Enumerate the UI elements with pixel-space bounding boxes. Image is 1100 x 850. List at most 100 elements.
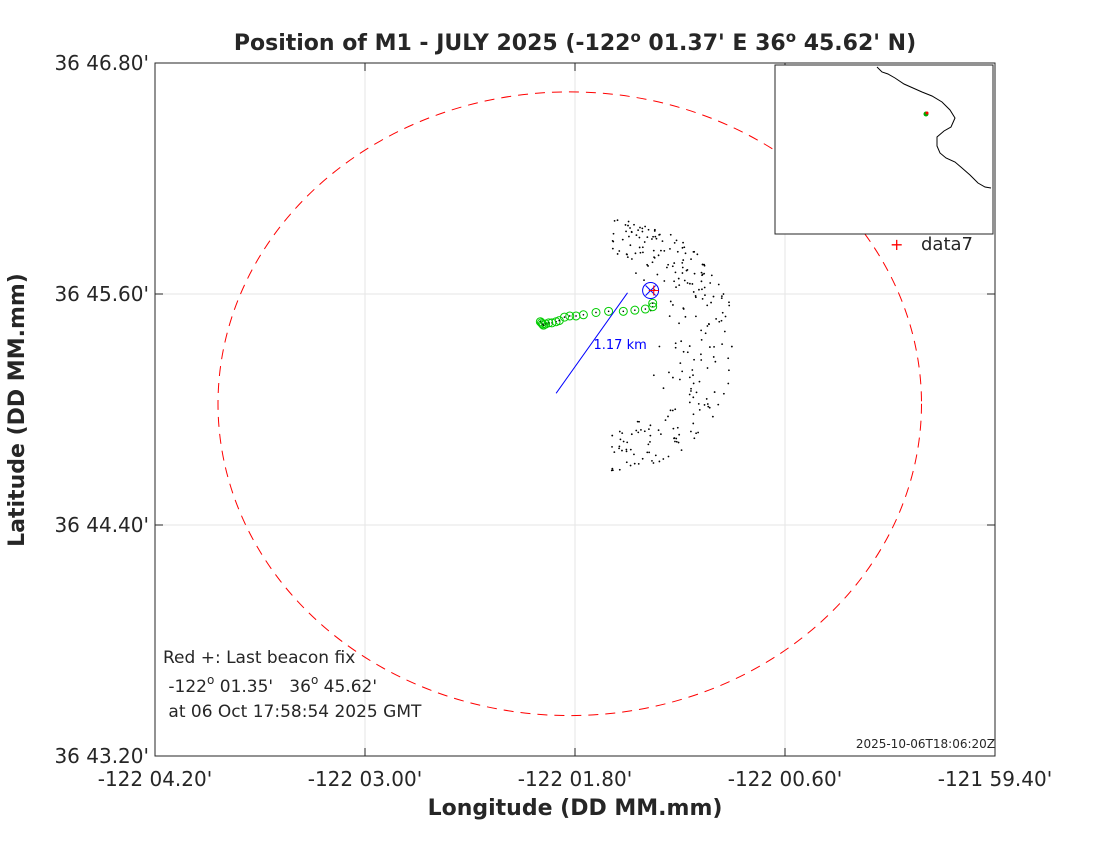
position-dot bbox=[635, 429, 638, 432]
track-point-ring bbox=[544, 318, 554, 328]
position-dot bbox=[618, 468, 621, 471]
annotation-line-2: -122o 01.35' 36o 45.62' bbox=[163, 673, 377, 697]
last-fix-annotation: Red +: Last beacon fix -122o 01.35' 36o … bbox=[163, 648, 422, 722]
track-point-center bbox=[575, 315, 577, 317]
track-point bbox=[571, 311, 581, 321]
track-point-ring bbox=[536, 318, 546, 328]
position-dot bbox=[663, 280, 666, 282]
position-dot bbox=[625, 448, 628, 451]
position-dot bbox=[633, 462, 636, 465]
position-dot bbox=[728, 304, 731, 307]
track-point-center bbox=[622, 310, 625, 313]
position-dot bbox=[653, 256, 656, 259]
position-dot bbox=[644, 225, 647, 228]
position-dot bbox=[643, 430, 646, 433]
position-dot bbox=[638, 236, 641, 239]
track-point-ring bbox=[618, 306, 628, 316]
position-dot bbox=[626, 441, 629, 444]
position-dot bbox=[636, 420, 639, 423]
track-point-center bbox=[582, 313, 585, 316]
position-dot bbox=[672, 304, 674, 306]
position-dot bbox=[684, 315, 687, 318]
x-tick-label: -122 01.80' bbox=[518, 767, 633, 791]
position-dot bbox=[681, 266, 684, 269]
position-dot bbox=[649, 424, 652, 427]
title-lon-min: 01.37' E 36 bbox=[641, 31, 786, 56]
position-dot bbox=[710, 274, 713, 277]
position-dot bbox=[637, 229, 640, 232]
track-point bbox=[591, 307, 601, 317]
position-dot bbox=[667, 415, 669, 418]
position-dot bbox=[663, 249, 666, 252]
position-dot bbox=[667, 263, 670, 266]
position-dot bbox=[639, 251, 642, 254]
position-dot bbox=[691, 283, 694, 285]
annotation-degree-2: o bbox=[311, 673, 318, 687]
position-dot bbox=[611, 445, 613, 448]
position-dot bbox=[651, 261, 654, 264]
legend: + data7 bbox=[890, 234, 973, 255]
position-dot bbox=[675, 286, 677, 289]
position-dot bbox=[680, 449, 683, 452]
position-dot bbox=[649, 440, 651, 443]
position-dot bbox=[624, 224, 627, 226]
position-dot bbox=[676, 426, 679, 429]
distance-label: 1.17 km bbox=[594, 338, 647, 353]
position-dot bbox=[627, 220, 630, 223]
position-dot bbox=[676, 250, 679, 253]
position-dot bbox=[718, 320, 721, 323]
position-dot bbox=[630, 433, 633, 436]
position-dot bbox=[688, 393, 691, 396]
position-dot bbox=[630, 230, 633, 233]
x-axis-label: Longitude (DD MM.mm) bbox=[428, 796, 723, 821]
position-dot bbox=[690, 430, 692, 433]
data-series: 1.17 km bbox=[217, 91, 922, 717]
position-dot bbox=[682, 259, 685, 261]
position-dot bbox=[652, 462, 655, 464]
position-dot bbox=[674, 408, 677, 411]
position-dot bbox=[693, 437, 696, 440]
track-point-center bbox=[634, 309, 636, 311]
position-dot bbox=[625, 230, 627, 233]
track-point bbox=[578, 310, 588, 320]
x-tick-label: -122 00.60' bbox=[728, 767, 843, 791]
position-dot bbox=[685, 269, 688, 272]
track-point-ring bbox=[578, 310, 588, 320]
position-dot bbox=[698, 288, 700, 291]
position-dot bbox=[675, 437, 678, 440]
position-dot bbox=[643, 241, 646, 243]
position-dot bbox=[678, 433, 681, 436]
position-dot bbox=[618, 430, 621, 433]
position-dot bbox=[689, 282, 691, 285]
position-dot bbox=[616, 219, 619, 222]
position-dot bbox=[677, 277, 680, 280]
position-dot bbox=[658, 345, 661, 348]
position-dot bbox=[728, 301, 730, 304]
position-dot bbox=[640, 428, 642, 431]
track-point bbox=[640, 304, 650, 314]
track-point-center bbox=[542, 324, 545, 326]
annotation-lon-deg: -122 bbox=[163, 677, 207, 697]
track-point-ring bbox=[539, 320, 548, 330]
position-dot bbox=[722, 293, 725, 295]
y-axis-label: Latitude (DD MM.mm) bbox=[5, 273, 30, 547]
annotation-degree-1: o bbox=[207, 673, 214, 687]
position-dot bbox=[679, 362, 682, 364]
timestamp-label: 2025-10-06T18:06:20Z bbox=[856, 737, 995, 751]
position-dot bbox=[715, 318, 718, 320]
position-dot bbox=[701, 263, 704, 266]
position-dot bbox=[728, 369, 730, 372]
track-point-center bbox=[568, 315, 571, 317]
position-dot bbox=[635, 234, 638, 237]
position-dot bbox=[634, 252, 637, 255]
position-dot bbox=[616, 253, 619, 255]
x-tick-label: -121 59.40' bbox=[938, 767, 1053, 791]
position-dot bbox=[662, 458, 665, 460]
position-dot bbox=[681, 370, 684, 373]
position-dot bbox=[683, 279, 686, 282]
position-dot bbox=[674, 271, 677, 274]
track-point-center bbox=[607, 310, 610, 313]
position-dot bbox=[703, 404, 706, 406]
position-dot bbox=[643, 279, 645, 282]
position-dot bbox=[722, 392, 725, 395]
